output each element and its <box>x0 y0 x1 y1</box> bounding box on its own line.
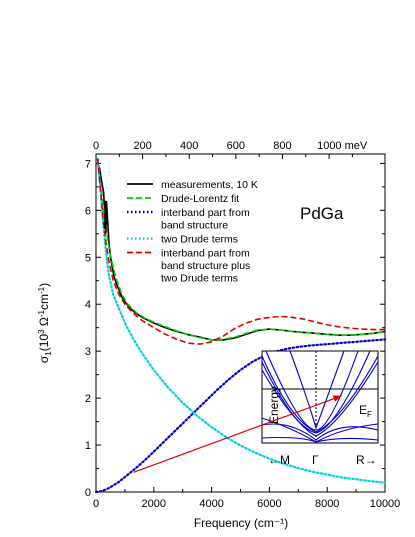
material-label: PdGa <box>300 204 344 223</box>
top-tick-label: 0 <box>93 140 99 152</box>
band-line-2 <box>261 350 371 434</box>
top-tick-label: 400 <box>180 140 198 152</box>
y-tick-label: 3 <box>85 346 91 358</box>
series-line-1 <box>96 163 386 341</box>
legend-label-2: band structure <box>161 220 228 232</box>
legend-label-1: Drude-Lorentz fit <box>161 193 239 205</box>
y-tick-label: 5 <box>85 252 91 264</box>
x-tick-label: 2000 <box>142 498 166 510</box>
k-label-2: R→ <box>356 453 377 467</box>
measurement-noise <box>104 200 108 234</box>
x-axis-title: Frequency (cm⁻¹) <box>194 516 288 530</box>
series-line-2 <box>94 338 387 494</box>
x-tick-label: 10000 <box>370 498 401 510</box>
inset-ylabel: Energy <box>267 386 281 424</box>
y-axis-title: σ1(103 Ω-1cm-1) <box>37 283 53 363</box>
y-tick-label: 1 <box>85 440 91 452</box>
legend-label-3: two Drude terms <box>161 234 238 246</box>
legend-label-4: band structure plus <box>161 260 250 272</box>
x-tick-label: 6000 <box>257 498 281 510</box>
arrow-head <box>332 395 342 402</box>
legend-label-2: interband part from <box>161 207 250 219</box>
band-line-1 <box>261 361 379 437</box>
series-line-4 <box>96 158 385 345</box>
annotation-arrow <box>133 395 342 473</box>
x-tick-label: 4000 <box>199 498 223 510</box>
band-line-0 <box>261 355 379 433</box>
top-tick-label: 800 <box>273 140 291 152</box>
band-line-6 <box>261 436 379 443</box>
x-tick-label: 0 <box>93 498 99 510</box>
fermi-label: EF <box>359 403 372 419</box>
legend-label-4: interband part from <box>161 248 250 260</box>
series-line-3 <box>96 157 387 484</box>
top-tick-label: 200 <box>133 140 151 152</box>
legend: measurements, 10 K Drude-Lorentz fit inter… <box>127 179 258 285</box>
series-group <box>94 157 387 494</box>
y-tick-label: 7 <box>85 158 91 170</box>
top-tick-label: 1000 meV <box>317 140 368 152</box>
k-label-1: Γ <box>312 453 319 467</box>
y-tick-label: 2 <box>85 393 91 405</box>
x-tick-label: 8000 <box>315 498 339 510</box>
y-tick-label: 0 <box>85 487 91 499</box>
y-tick-label: 4 <box>85 299 91 311</box>
legend-label-4: two Drude terms <box>161 273 238 285</box>
legend-label-0: measurements, 10 K <box>161 179 258 191</box>
band-structure-inset: Energy EF ←M Γ R→ <box>261 350 379 467</box>
top-tick-label: 600 <box>227 140 245 152</box>
band-line-3 <box>265 350 359 431</box>
arrow-shaft <box>133 395 342 473</box>
k-label-0: ←M <box>268 453 290 467</box>
band-line-7 <box>289 350 345 430</box>
y-tick-label: 6 <box>85 205 91 217</box>
